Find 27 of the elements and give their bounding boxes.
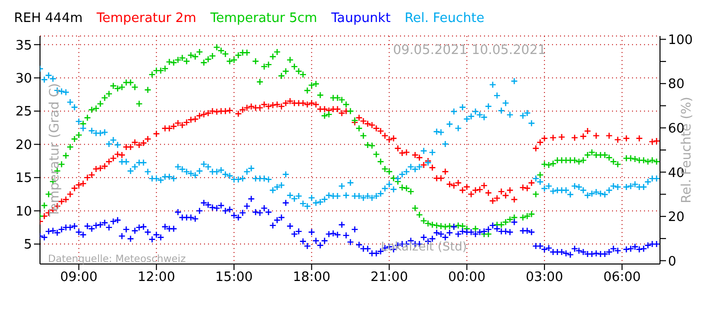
y-tick-label: 35 <box>15 38 32 54</box>
y2-tick-label: 100 <box>668 32 693 48</box>
y-tick-label: 25 <box>15 104 32 120</box>
y2-tick-label: 20 <box>668 210 685 226</box>
x-tick-label: 15:00 <box>215 270 253 286</box>
x-tick-label: 21:00 <box>370 270 408 286</box>
annotation: Datenquelle: Meteoschweiz <box>48 254 186 265</box>
x-tick-label: 00:00 <box>448 270 486 286</box>
y-tick-label: 20 <box>15 138 32 153</box>
chart-title: REH 444m <box>14 10 83 26</box>
text: Taupunkt <box>331 10 391 26</box>
x-tick-label: 03:00 <box>526 270 564 286</box>
y2-tick-label: 0 <box>668 254 676 270</box>
x-tick-label: 18:00 <box>292 270 330 286</box>
y2-tick-label: 80 <box>668 77 685 92</box>
x-tick-label: 09:00 <box>60 270 98 286</box>
text: Rel. Feuchte <box>404 10 484 26</box>
series-label: Temperatur 5cm <box>210 10 318 26</box>
y-tick-label: 30 <box>15 71 32 86</box>
y-tick-label: 5 <box>24 238 32 253</box>
y-axis-title: Temperatur (Grad C) <box>48 83 63 218</box>
x-tick-label: 12:00 <box>138 270 176 286</box>
y-tick-label: 10 <box>15 204 32 220</box>
text: Temperatur 2m <box>96 10 196 26</box>
y-tick-label: 15 <box>15 171 32 186</box>
x-tick-label: 06:00 <box>603 270 641 286</box>
annotation: 09.05.2021 10.05.2021 <box>393 43 546 58</box>
